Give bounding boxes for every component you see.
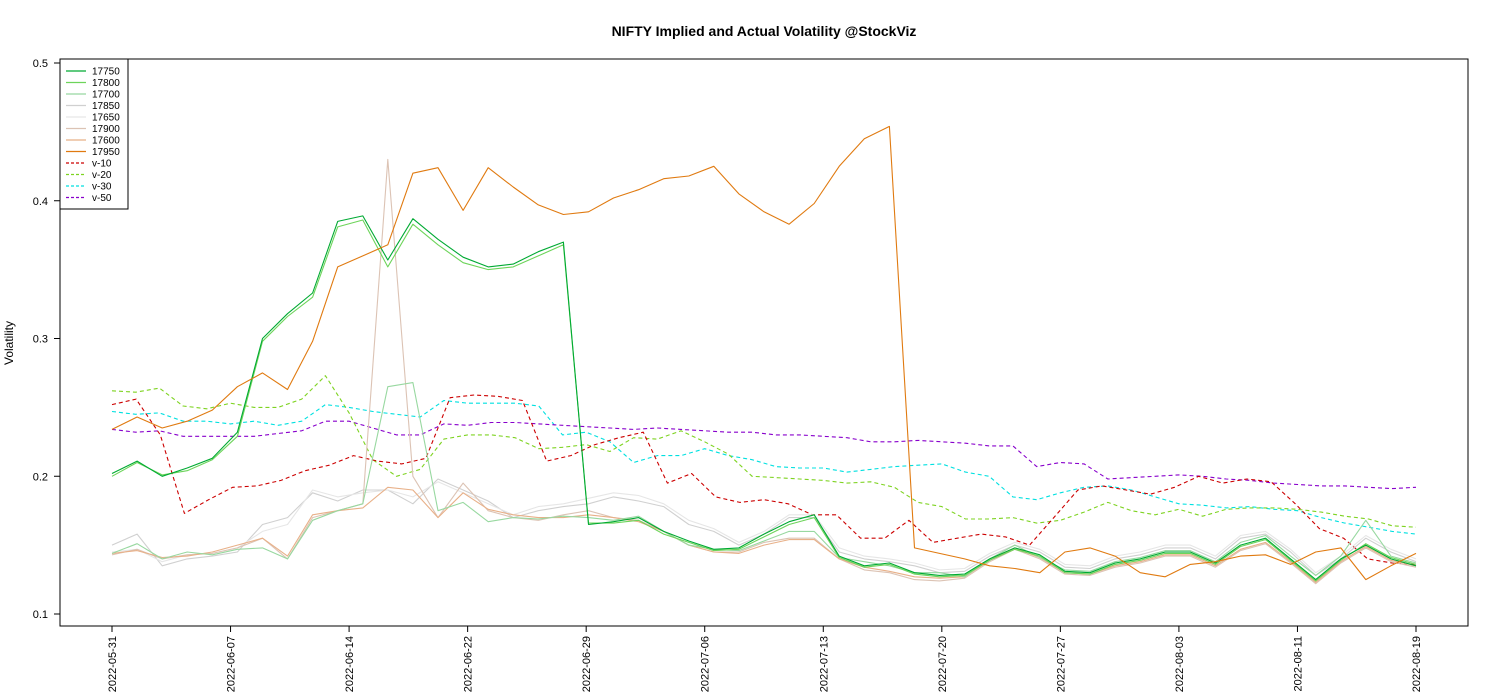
x-tick-label: 2022-07-27 <box>1055 636 1067 692</box>
y-tick-label: 0.4 <box>33 196 48 208</box>
legend-box <box>59 58 129 210</box>
y-tick-label: 0.3 <box>33 334 48 346</box>
legend-label: 17950 <box>92 147 120 158</box>
legend-label: v-50 <box>92 193 112 204</box>
series-line-17600 <box>111 486 1417 583</box>
series-line-17750 <box>111 215 1417 581</box>
plot-area-frame <box>59 58 1469 627</box>
series-line-v-30 <box>111 399 1417 535</box>
legend-label: 17650 <box>92 113 120 124</box>
x-tick-label: 2022-06-29 <box>581 636 593 692</box>
legend-label: v-10 <box>92 159 112 170</box>
x-tick-label: 2022-07-13 <box>818 636 830 692</box>
series-line-17650 <box>111 481 1417 574</box>
y-tick-label: 0.2 <box>33 471 48 483</box>
series-line-17900 <box>111 158 1417 585</box>
legend-label: 17900 <box>92 124 120 135</box>
x-tick-label: 2022-08-11 <box>1292 636 1304 691</box>
legend-label: 17600 <box>92 136 120 147</box>
y-tick-label: 0.1 <box>33 609 48 621</box>
series-line-v-10 <box>111 394 1417 565</box>
series-line-v-50 <box>111 420 1417 490</box>
legend-label: 17750 <box>92 67 120 78</box>
x-tick-label: 2022-08-03 <box>1174 636 1186 692</box>
series-line-17700 <box>111 382 1417 578</box>
series-line-v-20 <box>111 375 1417 528</box>
legend-label: 17850 <box>92 101 120 112</box>
legend-label: 17800 <box>92 78 120 89</box>
x-tick-label: 2022-07-06 <box>700 636 712 692</box>
y-axis: 0.1 0.2 0.3 0.4 0.5 <box>33 58 60 621</box>
x-tick-label: 2022-06-22 <box>463 636 475 692</box>
legend-label: v-20 <box>92 170 112 181</box>
y-tick-label: 0.5 <box>33 58 48 70</box>
x-tick-label: 2022-06-07 <box>226 636 238 692</box>
series-lines <box>111 125 1417 585</box>
x-tick-label: 2022-08-19 <box>1411 636 1423 692</box>
y-axis-label: Volatility <box>2 321 16 365</box>
legend: 1775017800177001785017650179001760017950… <box>59 58 129 210</box>
x-tick-label: 2022-06-14 <box>344 636 356 692</box>
series-line-17950 <box>111 125 1417 581</box>
x-tick-label: 2022-05-31 <box>107 636 119 692</box>
x-axis: 2022-05-31 2022-06-07 2022-06-14 2022-06-22… <box>107 626 1423 692</box>
chart-title: NIFTY Implied and Actual Volatility @Sto… <box>612 23 917 39</box>
series-line-17800 <box>111 219 1417 582</box>
legend-label: 17700 <box>92 90 120 101</box>
legend-label: v-30 <box>92 182 112 193</box>
x-tick-label: 2022-07-20 <box>937 636 949 692</box>
